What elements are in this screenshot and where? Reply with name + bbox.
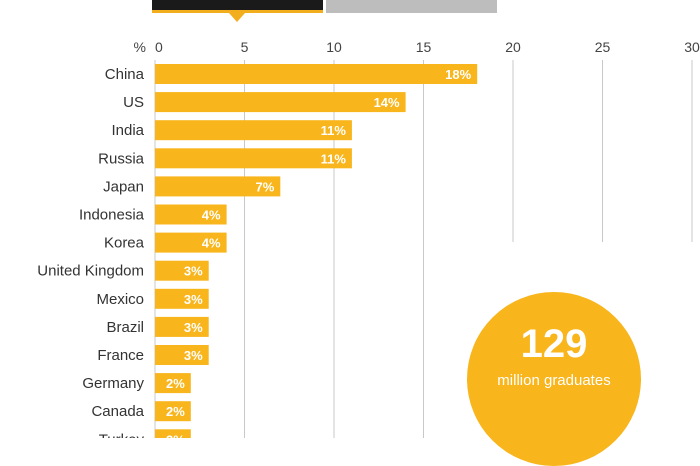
- bar-value-label: 3%: [184, 348, 203, 363]
- x-tick-label: 10: [326, 39, 342, 55]
- tab-inactive[interactable]: [326, 0, 497, 13]
- bar-value-label: 3%: [184, 264, 203, 279]
- category-label: Japan: [103, 178, 144, 195]
- bar: [155, 429, 191, 438]
- unit-label: %: [134, 39, 146, 55]
- bar: [155, 64, 478, 84]
- bar: [155, 288, 209, 309]
- tab-bar: [0, 0, 700, 26]
- category-label: Canada: [91, 403, 144, 420]
- bar-value-label: 11%: [321, 123, 347, 138]
- bar-value-label: 2%: [166, 432, 185, 438]
- x-tick-label: 0: [155, 39, 163, 55]
- bar: [155, 92, 406, 113]
- x-tick-label: 25: [595, 39, 611, 55]
- bars: China 18% US 14% India 11% Russia 11% Japan 7% Ind…: [37, 64, 478, 438]
- bar: [155, 373, 191, 394]
- category-label: France: [97, 347, 144, 364]
- bar-value-label: 4%: [202, 208, 221, 223]
- category-label: Russia: [98, 150, 145, 167]
- category-label: Indonesia: [79, 207, 145, 224]
- category-label: US: [123, 94, 144, 111]
- category-label: Turkey: [99, 431, 145, 438]
- bar-value-label: 18%: [445, 67, 471, 82]
- category-label: Germany: [82, 375, 144, 392]
- bar-value-label: 2%: [166, 404, 185, 419]
- x-tick-label: 30: [684, 39, 700, 55]
- bar-value-label: 7%: [256, 179, 275, 194]
- category-label: Mexico: [96, 291, 144, 308]
- bar-value-label: 14%: [374, 95, 400, 110]
- bar-value-label: 2%: [166, 376, 185, 391]
- bar: [155, 120, 352, 141]
- bar: [155, 401, 191, 422]
- x-axis-ticks: % 0 5 10 15 20 25 30: [134, 39, 700, 55]
- total-graduates-callout: 129 million graduates: [467, 292, 641, 466]
- callout-caption: million graduates: [497, 372, 611, 389]
- bar: [155, 345, 209, 365]
- bar-value-label: 3%: [184, 320, 203, 335]
- tab-active[interactable]: [152, 0, 323, 13]
- bar: [155, 260, 209, 281]
- bar-chart: % 0 5 10 15 20 25 30 China 18% US 14% India 11% Russ…: [37, 39, 700, 438]
- bar: [155, 148, 352, 169]
- bar: [155, 316, 209, 337]
- category-label: India: [111, 122, 144, 139]
- bar: [155, 232, 227, 253]
- category-label: United Kingdom: [37, 263, 144, 280]
- bar-value-label: 3%: [184, 292, 203, 307]
- tab-pointer-arrow: [229, 13, 245, 22]
- category-label: China: [105, 66, 145, 83]
- bar-value-label: 4%: [202, 236, 221, 251]
- category-label: Brazil: [106, 319, 144, 336]
- x-tick-label: 15: [416, 39, 432, 55]
- x-tick-label: 20: [505, 39, 521, 55]
- bar-value-label: 11%: [321, 151, 347, 166]
- category-label: Korea: [104, 235, 145, 252]
- bar: [155, 176, 281, 197]
- x-tick-label: 5: [241, 39, 249, 55]
- bar: [155, 204, 227, 225]
- callout-number: 129: [520, 322, 588, 366]
